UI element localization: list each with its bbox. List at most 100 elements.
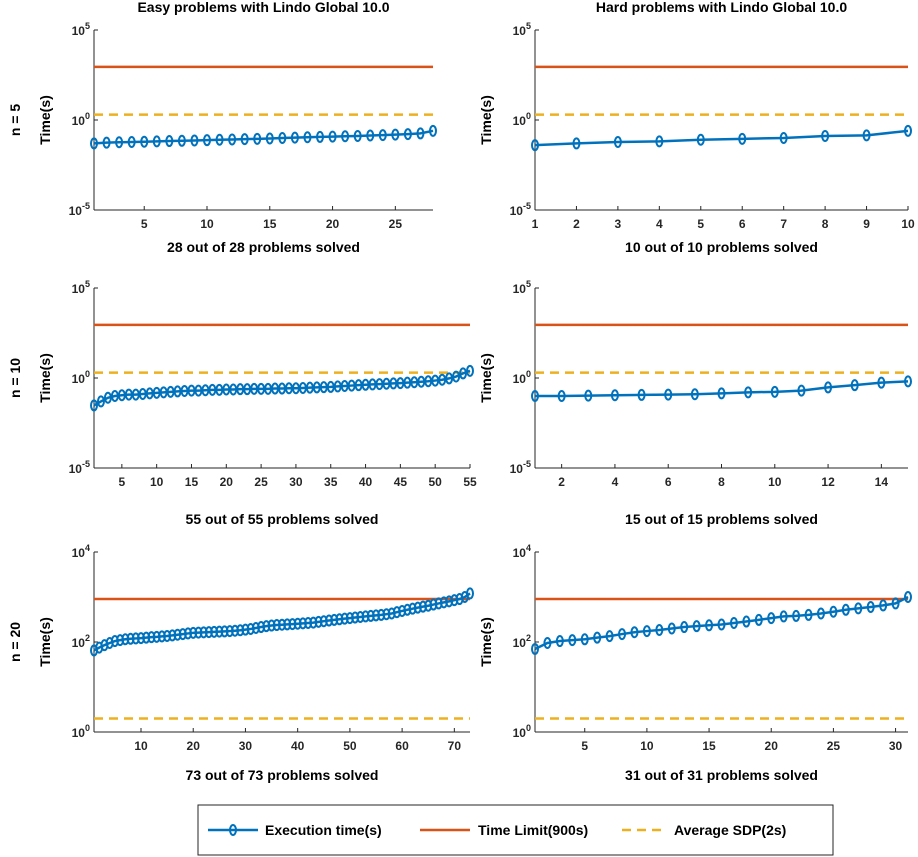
execution-time-point (744, 386, 753, 399)
legend-box (197, 804, 834, 856)
y-tick-exponent: -5 (523, 459, 531, 469)
execution-time-point (767, 612, 776, 625)
execution-time-point (779, 610, 788, 623)
execution-time-line (534, 129, 909, 147)
execution-time-point (103, 391, 112, 404)
x-tick-label: 5 (581, 739, 588, 753)
x-tick-label: 30 (239, 739, 253, 753)
execution-time-point (253, 132, 262, 145)
execution-time-point (177, 134, 186, 147)
row-label: n = 20 (7, 622, 23, 662)
execution-time-point (637, 388, 646, 401)
x-tick-label: 1 (532, 217, 539, 231)
execution-time-point (879, 599, 888, 612)
execution-time-point (152, 135, 161, 148)
y-tick-exponent: 0 (526, 111, 531, 121)
execution-time-point (265, 132, 274, 145)
execution-time-point (240, 133, 249, 146)
execution-time-line (535, 380, 909, 398)
x-tick-label: 30 (889, 739, 903, 753)
execution-time-point (403, 128, 412, 141)
execution-time-point (466, 587, 474, 600)
execution-time-point (904, 591, 912, 603)
execution-time-point (140, 135, 149, 148)
x-tick-label: 15 (702, 739, 716, 753)
y-axis-label: Time(s) (37, 95, 53, 145)
execution-time-point (459, 367, 468, 380)
x-tick-label: 10 (150, 475, 164, 489)
x-tick-label: 15 (263, 217, 277, 231)
x-axis-label: 10 out of 10 problems solved (625, 239, 818, 255)
execution-time-point (555, 635, 564, 648)
execution-time-point (904, 124, 912, 137)
y-tick-base: 10 (513, 546, 527, 560)
x-tick-label: 2 (558, 475, 565, 489)
execution-time-point (717, 387, 726, 400)
x-tick-label: 9 (863, 217, 870, 231)
y-tick-label: 10-5 (510, 201, 531, 218)
x-tick-label: 10 (901, 217, 915, 231)
execution-time-point (445, 372, 454, 385)
execution-time-point (127, 135, 136, 148)
x-tick-label: 12 (821, 475, 835, 489)
legend: Execution time(s) Time Limit(900s) Average… (197, 804, 834, 856)
execution-time-point (754, 613, 763, 626)
execution-time-point (797, 384, 806, 397)
x-tick-label: 55 (463, 475, 477, 489)
execution-time-point (690, 388, 699, 401)
y-tick-base: 10 (513, 24, 527, 38)
y-tick-label: 105 (72, 279, 90, 296)
x-axis-label: 28 out of 28 problems solved (167, 239, 360, 255)
y-tick-exponent: 0 (85, 111, 90, 121)
y-tick-base: 10 (513, 372, 527, 386)
y-tick-exponent: 5 (526, 21, 531, 31)
execution-time-point (165, 135, 174, 148)
x-tick-label: 40 (359, 475, 373, 489)
x-tick-label: 50 (429, 475, 443, 489)
y-tick-base: 10 (72, 24, 86, 38)
execution-time-point (779, 132, 788, 144)
execution-time-point (584, 389, 593, 402)
execution-time-point (854, 602, 863, 615)
execution-time-point (655, 623, 664, 636)
y-tick-base: 10 (72, 546, 86, 560)
x-tick-label: 8 (822, 217, 829, 231)
y-tick-label: 100 (72, 111, 90, 128)
x-tick-label: 3 (615, 217, 622, 231)
execution-time-point (593, 631, 602, 644)
execution-time-point (90, 137, 98, 150)
legend-execution-label: Execution time(s) (265, 822, 382, 838)
execution-time-point (466, 364, 474, 377)
y-tick-exponent: 0 (85, 723, 90, 733)
row-label: n = 5 (7, 104, 23, 137)
y-tick-base: 10 (72, 372, 86, 386)
x-tick-label: 10 (768, 475, 782, 489)
execution-time-point (696, 133, 705, 146)
y-tick-label: 105 (513, 279, 531, 296)
execution-time-point (680, 621, 689, 634)
execution-time-point (366, 129, 375, 142)
y-tick-label: 10-5 (69, 459, 90, 476)
y-tick-exponent: -5 (82, 459, 90, 469)
y-tick-exponent: 2 (526, 633, 531, 643)
execution-time-point (190, 134, 199, 147)
panel-title: Hard problems with Lindo Global 10.0 (596, 0, 847, 15)
execution-time-point (770, 385, 779, 398)
execution-time-point (792, 609, 801, 622)
y-tick-exponent: 0 (526, 369, 531, 379)
x-tick-label: 25 (827, 739, 841, 753)
execution-time-point (729, 616, 738, 629)
execution-time-point (605, 630, 614, 643)
x-tick-label: 70 (448, 739, 462, 753)
y-tick-label: 10-5 (510, 459, 531, 476)
execution-time-line (93, 129, 434, 145)
x-tick-label: 50 (343, 739, 357, 753)
x-tick-label: 6 (739, 217, 746, 231)
execution-time-point (228, 133, 237, 146)
y-tick-label: 100 (513, 723, 531, 740)
x-tick-label: 20 (187, 739, 201, 753)
x-axis-label: 55 out of 55 problems solved (186, 511, 379, 527)
execution-time-point (438, 373, 447, 386)
